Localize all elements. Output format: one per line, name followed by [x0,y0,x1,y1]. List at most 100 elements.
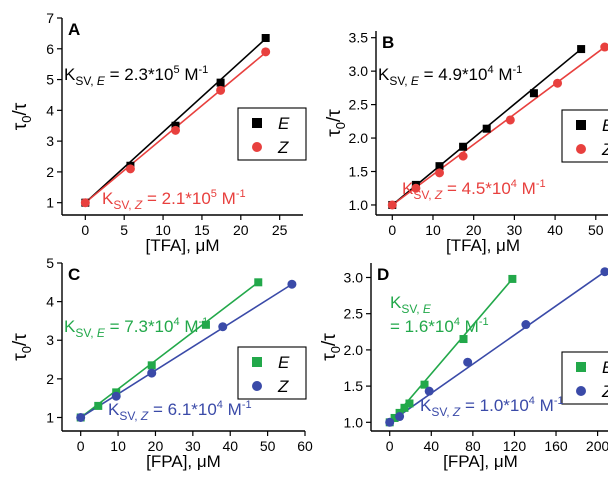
ksv-unit-exponent: -1 [198,316,208,328]
legend-marker-z [252,381,262,391]
panel-label: C [68,265,80,284]
ksv-annotation: KSV, Z = 6.1*104 M-1 [108,399,252,423]
y-tick-label: 1 [46,195,54,211]
x-tick-label: 40 [547,222,563,238]
data-point-z [216,85,226,95]
data-point-z [458,151,468,161]
legend-marker-e [252,357,262,367]
x-tick-label: 30 [185,438,201,454]
ksv-exponent: 4 [454,316,460,328]
x-tick-label: 10 [425,222,441,238]
y-tick-label: 2.0 [349,130,369,146]
data-point-e [508,274,517,283]
ksv-k: K [102,189,114,208]
data-point-e [201,320,210,329]
ksv-exponent: 4 [487,64,493,76]
ksv-exponent: 5 [211,188,217,200]
y-tick-label: 1.0 [349,197,369,213]
ksv-value: = 2.1*10 [142,189,211,208]
legend-label-e: E [602,358,608,377]
ksv-unit: M [223,400,242,419]
legend-marker-z [576,386,586,396]
x-tick-label: 0 [81,222,89,238]
y-tick-label: 7 [46,10,54,26]
ksv-value: = 2.3*10 [105,65,174,84]
data-point-e [577,45,586,54]
x-tick-label: 25 [272,222,288,238]
legend-box [561,109,608,163]
y-label-subscript: 0 [19,346,34,353]
fit-line-z [389,271,606,423]
data-point-z [80,198,90,208]
x-tick-label: 80 [465,438,481,454]
data-point-z [125,164,135,174]
ksv-unit-exponent: -1 [198,64,208,76]
panel-label: A [68,20,80,39]
panel-label: D [377,265,389,284]
ksv-subscript: SV, [389,74,411,88]
panel-b: 1.01.52.02.53.03.50 10 20 30 40 50[TFA], μMτ0… [324,30,608,255]
y-label-part: /τ [10,102,31,115]
fit-line-z [391,46,606,206]
ksv-unit: M [535,396,554,415]
data-point-e [254,278,263,287]
ksv-annotation: KSV, E [390,293,432,316]
ksv-unit-exponent: -1 [479,316,489,328]
ksv-unit: M [180,65,199,84]
data-point-e [459,335,468,344]
y-tick-label: 3.0 [344,269,364,285]
ksv-subscript-italic: Z [452,405,461,419]
ksv-exponent: 4 [173,316,179,328]
x-tick-label: 0 [77,438,85,454]
y-label-part: τ [319,353,340,361]
y-tick-label: 5 [46,72,54,88]
ksv-value: = 1.6*10 [390,317,454,336]
legend-label-z: Z [601,140,608,159]
x-axis-label: [TFA], μM [145,236,219,255]
y-label-subscript: 0 [328,346,343,353]
ksv-subscript: SV, [113,198,135,212]
y-tick-label: 4 [46,102,54,118]
data-point-z [553,78,563,88]
y-axis-label: τ0/τ [319,333,343,361]
y-tick-label: 3 [46,332,54,348]
data-point-e [529,89,538,98]
data-point-z [218,322,228,332]
x-tick-label: 160 [544,438,568,454]
y-tick-label: 6 [46,41,54,57]
ksv-unit-exponent: -1 [554,395,564,407]
ksv-subscript-italic: Z [140,409,149,423]
x-tick-label: 20 [466,222,482,238]
ksv-annotation: KSV, E = 2.3*105 M-1 [64,64,208,88]
x-axis-label: [FPA], μM [146,452,221,471]
ksv-unit-exponent: -1 [536,178,546,190]
y-label-part: /τ [10,333,31,346]
ksv-subscript-italic: E [97,326,106,340]
data-point-e [420,380,429,389]
ksv-value: = 6.1*10 [148,400,217,419]
data-point-e [261,34,270,43]
ksv-unit-exponent: -1 [236,188,246,200]
data-point-z [261,47,271,57]
x-tick-label: 120 [503,438,527,454]
ksv-subscript-italic: Z [134,198,143,212]
legend-marker-e [576,362,586,372]
data-point-z [287,279,297,289]
y-tick-label: 2.5 [349,97,369,113]
legend-marker-e [576,120,586,130]
ksv-subscript-italic: E [423,302,432,316]
data-point-e [147,361,156,370]
ksv-subscript: SV, [75,74,97,88]
y-axis-label: τ0/τ [10,102,34,130]
data-point-z [111,391,121,401]
y-tick-label: 1.0 [344,414,364,430]
x-axis-label: [TFA], μM [446,236,520,255]
y-tick-label: 2 [46,371,54,387]
x-tick-label: 40 [222,438,238,454]
x-tick-label: 50 [260,438,276,454]
ksv-value: = 7.3*10 [105,317,174,336]
x-tick-label: 60 [297,438,313,454]
x-tick-label: 20 [148,438,164,454]
